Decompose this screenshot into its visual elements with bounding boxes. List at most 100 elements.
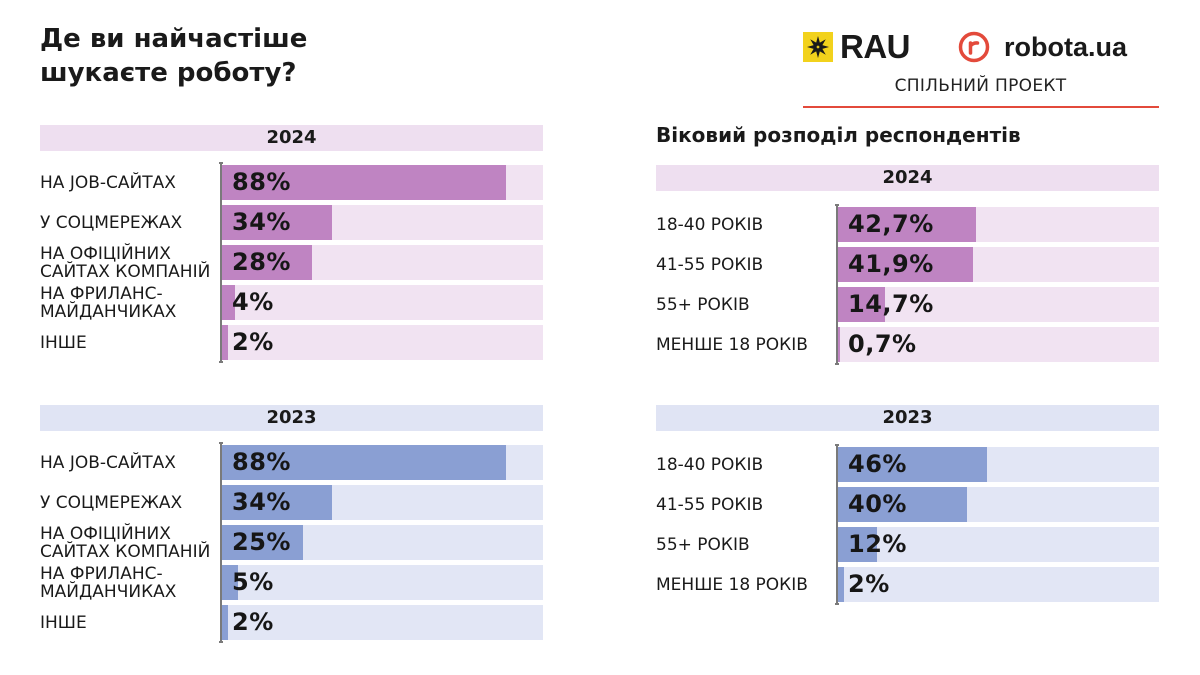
bar — [838, 247, 974, 282]
category-label: 55+ РОКІВ — [656, 534, 750, 555]
year-header: 2024 — [656, 165, 1159, 191]
rau-logo-icon — [803, 32, 833, 62]
year-header: 2023 — [40, 405, 543, 431]
bar — [222, 325, 229, 360]
bar-row: 41-55 РОКІВ 40% — [656, 487, 1159, 522]
value-label: 2% — [232, 608, 274, 636]
bar-track: 88% — [222, 445, 543, 480]
category-label: 41-55 РОКІВ — [656, 494, 764, 515]
bar-track: 2% — [222, 605, 543, 640]
axis-tick — [835, 204, 839, 206]
year-header: 2024 — [40, 125, 543, 151]
bar-row: 55+ РОКІВ 14,7% — [656, 287, 1159, 322]
category-label: 18-40 РОКІВ — [656, 214, 764, 235]
bar-row: У СОЦМЕРЕЖАХ 34% — [40, 485, 543, 520]
category-label: НА JOB-САЙТАХ — [40, 172, 176, 193]
bar-track: 41,9% — [838, 247, 1159, 282]
bar — [222, 205, 332, 240]
value-label: 4% — [232, 288, 274, 316]
bar-row: МЕНШЕ 18 РОКІВ 0,7% — [656, 327, 1159, 362]
robota-logo-text: robota.ua — [1004, 31, 1128, 62]
value-label: 88% — [232, 448, 291, 476]
value-label: 25% — [232, 528, 291, 556]
bar-track: 88% — [222, 165, 543, 200]
category-label: МЕНШЕ 18 РОКІВ — [656, 334, 808, 355]
bar — [222, 605, 229, 640]
category-label: ІНШЕ — [40, 612, 87, 633]
category-label: 55+ РОКІВ — [656, 294, 750, 315]
bar-track: 14,7% — [838, 287, 1159, 322]
value-label: 2% — [848, 570, 890, 598]
value-label: 34% — [232, 208, 291, 236]
category-label: 41-55 РОКІВ — [656, 254, 764, 275]
category-label: НА ОФІЦІЙНИХ САЙТАХ КОМПАНІЙ — [40, 243, 211, 282]
header-divider — [803, 106, 1159, 108]
page-title: Де ви найчастіше шукаєте роботу? — [40, 24, 308, 88]
value-label: 46% — [848, 450, 907, 478]
bar — [222, 165, 507, 200]
bar-row: НА ОФІЦІЙНИХ САЙТАХ КОМПАНІЙ 25% — [40, 523, 543, 562]
category-label: ІНШЕ — [40, 332, 87, 353]
year-header: 2023 — [656, 405, 1159, 431]
age-section-title: Віковий розподіл респондентів — [656, 123, 1021, 147]
bar-track: 25% — [222, 525, 543, 560]
bar-row: 55+ РОКІВ 12% — [656, 527, 1159, 562]
bar-track: 34% — [222, 485, 543, 520]
bar — [838, 487, 968, 522]
category-label: У СОЦМЕРЕЖАХ — [40, 212, 183, 233]
value-label: 28% — [232, 248, 291, 276]
bar-track: 46% — [838, 447, 1159, 482]
bar-track: 5% — [222, 565, 543, 600]
category-label: НА ОФІЦІЙНИХ САЙТАХ КОМПАНІЙ — [40, 523, 211, 562]
bar-row: У СОЦМЕРЕЖАХ 34% — [40, 205, 543, 240]
value-label: 0,7% — [848, 330, 917, 358]
bar-row: НА ФРИЛАНС- МАЙДАНЧИКАХ 5% — [40, 565, 543, 601]
value-label: 41,9% — [848, 250, 934, 278]
value-label: 34% — [232, 488, 291, 516]
value-label: 12% — [848, 530, 907, 558]
axis-tick — [835, 603, 839, 605]
bar — [838, 287, 886, 322]
axis-tick — [219, 162, 223, 164]
bar — [838, 527, 877, 562]
bar-row: ІНШЕ 2% — [40, 325, 543, 360]
value-label: 88% — [232, 168, 291, 196]
bar-row: ІНШЕ 2% — [40, 605, 543, 640]
robota-logo-icon — [958, 31, 990, 63]
category-label: НА JOB-САЙТАХ — [40, 452, 176, 473]
rau-logo: RAU — [803, 28, 911, 65]
category-label: МЕНШЕ 18 РОКІВ — [656, 574, 808, 595]
bar-track: 34% — [222, 205, 543, 240]
value-label: 14,7% — [848, 290, 934, 318]
bar-track: 2% — [222, 325, 543, 360]
bar-track: 12% — [838, 527, 1159, 562]
bar-row: НА JOB-САЙТАХ 88% — [40, 165, 543, 200]
bar-track: 28% — [222, 245, 543, 280]
bar-row: НА ФРИЛАНС- МАЙДАНЧИКАХ 4% — [40, 283, 543, 322]
bar — [222, 285, 235, 320]
bar-row: 18-40 РОКІВ 42,7% — [656, 207, 1159, 242]
bar — [222, 525, 303, 560]
bar-row: НА JOB-САЙТАХ 88% — [40, 445, 543, 480]
value-label: 42,7% — [848, 210, 934, 238]
bar — [222, 485, 332, 520]
bar — [222, 245, 313, 280]
y-axis-line — [220, 162, 222, 363]
bar-track: 40% — [838, 487, 1159, 522]
axis-tick — [835, 444, 839, 446]
bar-row: 18-40 РОКІВ 46% — [656, 447, 1159, 482]
bar — [838, 567, 845, 602]
category-label: У СОЦМЕРЕЖАХ — [40, 492, 183, 513]
value-label: 2% — [232, 328, 274, 356]
bar — [222, 445, 507, 480]
robota-logo: robota.ua — [958, 30, 1127, 64]
bar-track: 2% — [838, 567, 1159, 602]
value-label: 5% — [232, 568, 274, 596]
category-label: НА ФРИЛАНС- МАЙДАНЧИКАХ — [40, 283, 177, 322]
bar — [838, 207, 976, 242]
bar-row: НА ОФІЦІЙНИХ САЙТАХ КОМПАНІЙ 28% — [40, 243, 543, 282]
value-label: 40% — [848, 490, 907, 518]
y-axis-line — [836, 444, 838, 605]
axis-tick — [835, 363, 839, 365]
bar — [222, 565, 239, 600]
